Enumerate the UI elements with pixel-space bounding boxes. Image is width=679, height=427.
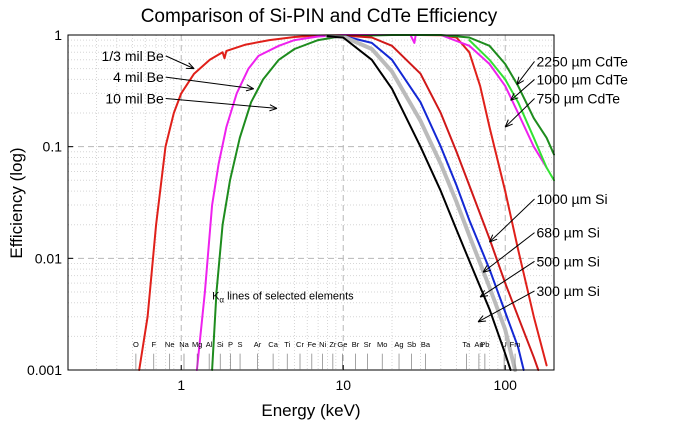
- arrowhead-right: [269, 104, 278, 109]
- element-label: P: [228, 340, 233, 349]
- series-line-300-m-si: [326, 35, 512, 371]
- element-label: F: [151, 340, 156, 349]
- element-label: Al: [206, 340, 213, 349]
- element-label: Ag: [394, 340, 403, 349]
- element-label: Fe: [307, 340, 316, 349]
- y-axis-ticks: 0.001 0.01 0.1 1: [27, 27, 73, 378]
- arrowhead-left: [482, 265, 488, 273]
- arrowhead-right: [478, 320, 487, 323]
- annotation-label: 4 mil Be: [113, 69, 164, 85]
- arrowhead-right: [480, 295, 489, 298]
- arrowhead-left: [489, 234, 494, 243]
- arrowhead-right: [188, 62, 195, 69]
- annotation-label: 10 mil Be: [105, 90, 164, 106]
- arrowhead-right: [505, 123, 513, 128]
- arrowhead-right: [489, 238, 498, 243]
- element-label: Sr: [364, 340, 372, 349]
- element-label: O: [133, 340, 139, 349]
- annotation-arrow: [482, 232, 535, 273]
- annotation-arrow: [504, 98, 535, 128]
- element-label: Ca: [268, 340, 278, 349]
- annotation-arrow: [516, 61, 535, 85]
- element-label: Ar: [254, 340, 262, 349]
- y-tick-label: 0.001: [27, 362, 62, 378]
- element-label: Ba: [421, 340, 431, 349]
- k-alpha-caption: Kα lines of selected elements: [212, 290, 354, 304]
- annotation-label: 680 µm Si: [537, 225, 600, 241]
- arrowhead-left: [269, 107, 278, 112]
- series-line-750-m-cdte: [468, 39, 555, 182]
- element-label: Br: [352, 340, 360, 349]
- element-label: Pb: [480, 340, 489, 349]
- element-label: Ta: [462, 340, 471, 349]
- element-label: Ni: [319, 340, 326, 349]
- chart-title: Comparison of Si-PIN and CdTe Efficiency: [141, 6, 498, 27]
- y-tick-label: 0.01: [35, 250, 62, 266]
- x-tick-label: 10: [335, 377, 351, 393]
- element-label: Ge: [337, 340, 347, 349]
- series-lines: [138, 34, 555, 372]
- series-line-1-3-mil-be: [138, 34, 548, 371]
- arrowhead-left: [504, 119, 509, 128]
- arrowhead-left: [245, 88, 254, 92]
- annotation-label: 1/3 mil Be: [102, 48, 164, 64]
- arrowhead-right: [482, 269, 491, 273]
- annotation-arrow: [477, 290, 535, 323]
- series-line-680-m-si: [326, 35, 525, 371]
- annotation-label: 750 µm CdTe: [537, 90, 621, 106]
- y-tick-label: 1: [54, 27, 62, 43]
- annotation-arrow: [165, 76, 254, 90]
- element-label: Ne: [165, 340, 175, 349]
- plot-frame: [67, 34, 555, 371]
- annotation-label: 300 µm Si: [537, 283, 600, 299]
- annotation-arrow: [165, 55, 195, 70]
- annotation-label: 500 µm Si: [537, 253, 600, 269]
- element-label: Cr: [296, 340, 304, 349]
- element-label: U: [501, 340, 506, 349]
- annotation-label: 2250 µm CdTe: [537, 53, 629, 69]
- element-label: Fm: [510, 340, 521, 349]
- element-label: S: [238, 340, 243, 349]
- arrowhead-right: [516, 80, 525, 85]
- x-axis-ticks: 1 10 100: [177, 365, 517, 393]
- annotation-label: 1000 µm Si: [537, 191, 608, 207]
- y-tick-label: 0.1: [43, 139, 63, 155]
- element-label: Au: [474, 340, 483, 349]
- x-axis-label: Energy (keV): [261, 401, 360, 420]
- element-label: Mo: [377, 340, 387, 349]
- annotation-arrow: [165, 97, 278, 109]
- arrowhead-right: [246, 84, 254, 90]
- arrowhead-right: [510, 97, 519, 101]
- arrowhead-left: [479, 290, 486, 298]
- annotation-arrow: [479, 260, 535, 298]
- annotation-arrow: [510, 79, 535, 101]
- element-label: Zr: [329, 340, 337, 349]
- arrowhead-left: [510, 92, 515, 101]
- annotations: 1/3 mil Be 4 mil Be 10 mil Be 2250 µm CdTe 1…: [102, 48, 629, 323]
- element-label: Si: [217, 340, 224, 349]
- k-alpha-lines: O F Ne Na Mg Al Si P S Ar Ca Ti Cr Fe Ni Zr Ge Br Sr Mo Ag Sb…: [133, 340, 521, 370]
- element-label: Ti: [284, 340, 290, 349]
- x-tick-label: 100: [494, 377, 518, 393]
- y-axis-label: Efficiency (log): [7, 147, 26, 258]
- arrowhead-left: [516, 76, 520, 85]
- element-label: Mg: [192, 340, 202, 349]
- x-tick-label: 1: [177, 377, 185, 393]
- element-label: Na: [179, 340, 189, 349]
- annotation-arrow: [489, 198, 535, 243]
- annotation-label: 1000 µm CdTe: [537, 71, 629, 87]
- series-line-1000-m-si: [326, 34, 540, 371]
- k-alpha-caption-subscript: α: [219, 295, 224, 304]
- series-line-500-m-si: [325, 34, 518, 372]
- element-label: Sb: [407, 340, 416, 349]
- k-alpha-caption-k: K: [212, 290, 220, 302]
- arrowhead-left: [477, 315, 484, 323]
- k-alpha-caption-suffix: lines of selected elements: [224, 290, 354, 302]
